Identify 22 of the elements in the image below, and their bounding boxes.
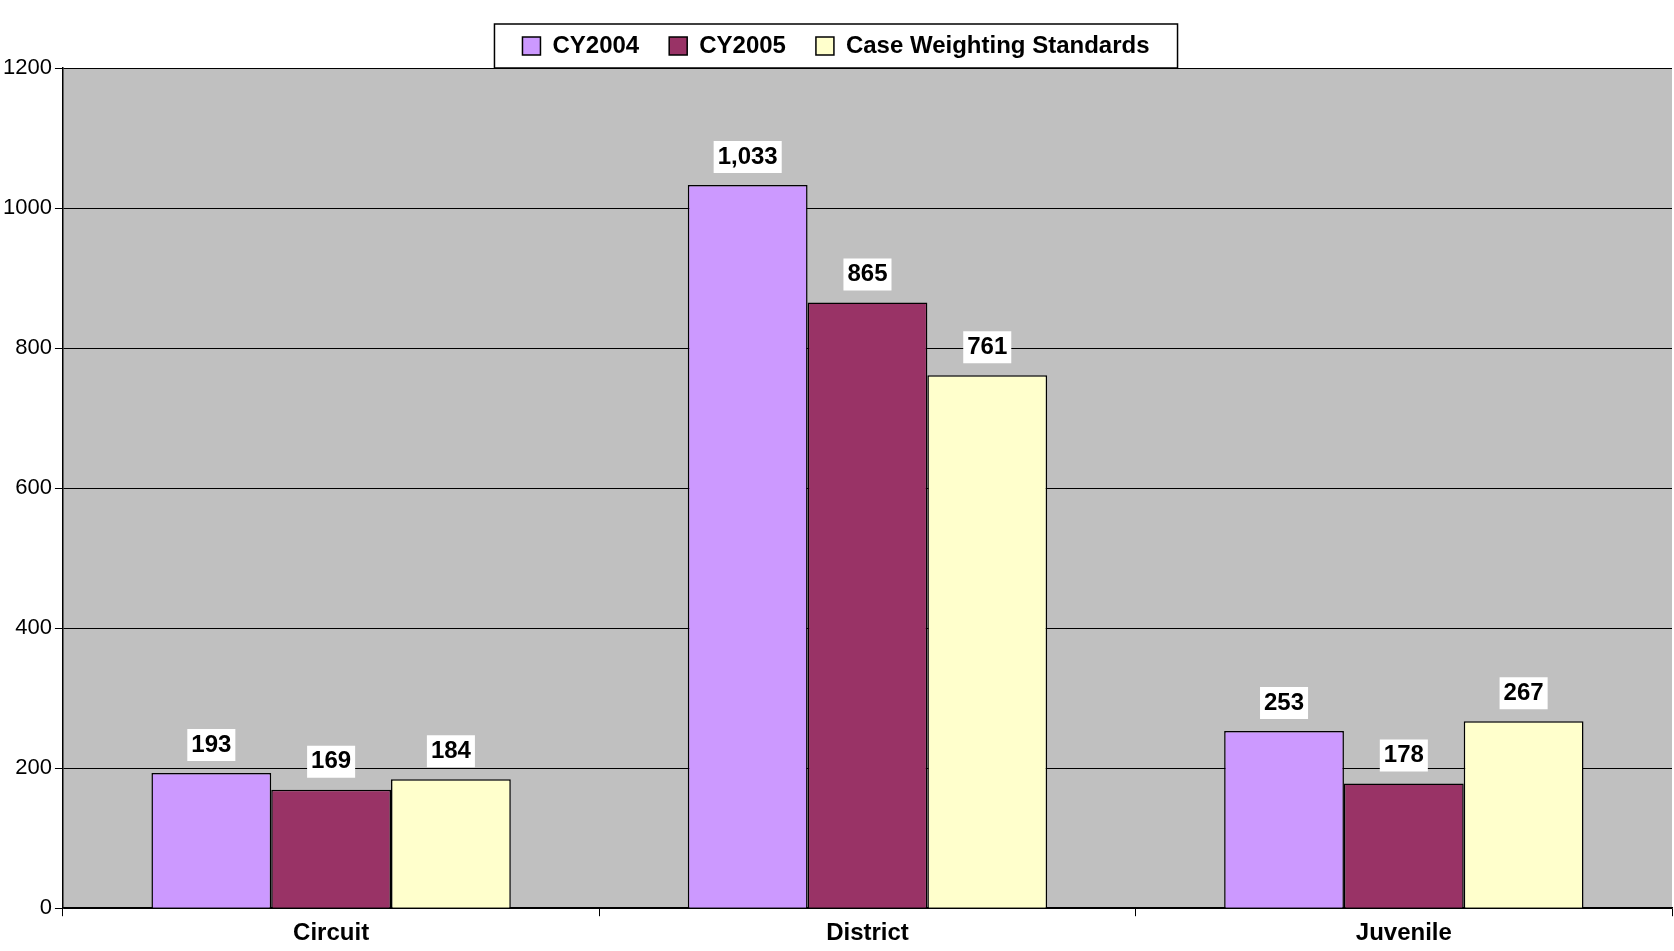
data-label: 267 bbox=[1503, 677, 1544, 705]
data-label: 169 bbox=[311, 746, 352, 774]
y-tick-label: 600 bbox=[15, 474, 52, 500]
data-label: 253 bbox=[1264, 687, 1305, 715]
data-label: 178 bbox=[1383, 740, 1424, 768]
x-tick-label: District bbox=[826, 918, 909, 946]
legend-label: CY2005 bbox=[699, 30, 786, 58]
x-tick-label: Circuit bbox=[293, 918, 370, 946]
y-tick-label: 0 bbox=[39, 894, 52, 920]
legend-label: CY2004 bbox=[552, 30, 640, 58]
legend-label: Case Weighting Standards bbox=[845, 30, 1150, 58]
y-tick-label: 200 bbox=[15, 754, 52, 780]
data-label: 1,033 bbox=[717, 141, 778, 169]
data-label: 193 bbox=[191, 729, 232, 757]
data-label: 184 bbox=[430, 735, 472, 763]
x-tick-label: Juvenile bbox=[1355, 918, 1452, 946]
y-tick-label: 800 bbox=[15, 334, 52, 360]
y-tick-label: 1000 bbox=[2, 194, 52, 220]
y-tick-label: 400 bbox=[15, 614, 52, 640]
data-label: 865 bbox=[847, 259, 888, 287]
data-label: 761 bbox=[967, 332, 1008, 359]
y-tick-label: 1200 bbox=[2, 54, 52, 80]
